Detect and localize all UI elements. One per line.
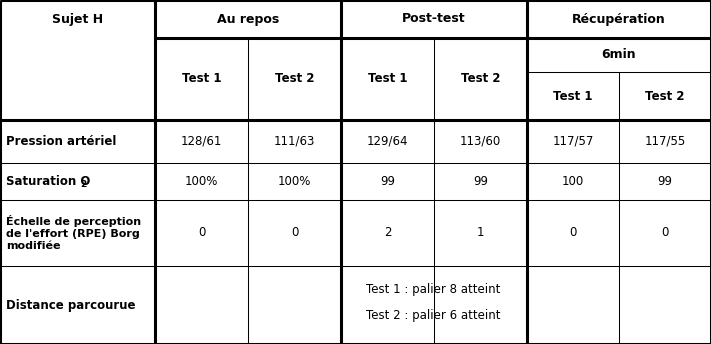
- Text: 128/61: 128/61: [181, 135, 222, 148]
- Text: Échelle de perception
de l'effort (RPE) Borg
modifiée: Échelle de perception de l'effort (RPE) …: [6, 215, 141, 250]
- Text: Sujet H: Sujet H: [52, 12, 103, 25]
- Text: 99: 99: [380, 175, 395, 188]
- Text: Pression artériel: Pression artériel: [6, 135, 117, 148]
- Text: 0: 0: [291, 226, 298, 239]
- Text: Test 2: Test 2: [646, 89, 685, 103]
- Text: 0: 0: [198, 226, 205, 239]
- Text: 1: 1: [477, 226, 484, 239]
- Text: 100: 100: [562, 175, 584, 188]
- Text: 100%: 100%: [278, 175, 311, 188]
- Text: Saturation O: Saturation O: [6, 175, 90, 188]
- Text: Test 1: Test 1: [553, 89, 593, 103]
- Text: Récupération: Récupération: [572, 12, 666, 25]
- Text: 100%: 100%: [185, 175, 218, 188]
- Text: 6min: 6min: [602, 49, 636, 62]
- Text: 129/64: 129/64: [367, 135, 408, 148]
- Text: Test 1 : palier 8 atteint: Test 1 : palier 8 atteint: [366, 283, 500, 297]
- Text: Post-test: Post-test: [402, 12, 466, 25]
- Text: 2: 2: [80, 180, 86, 189]
- Text: 99: 99: [658, 175, 673, 188]
- Text: Distance parcourue: Distance parcourue: [6, 299, 136, 312]
- Text: 117/55: 117/55: [644, 135, 685, 148]
- Text: 113/60: 113/60: [460, 135, 501, 148]
- Text: Test 2 : palier 6 atteint: Test 2 : palier 6 atteint: [365, 309, 501, 322]
- Text: 111/63: 111/63: [274, 135, 315, 148]
- Text: 2: 2: [384, 226, 391, 239]
- Text: Test 2: Test 2: [461, 73, 501, 86]
- Text: Au repos: Au repos: [217, 12, 279, 25]
- Text: Test 1: Test 1: [368, 73, 407, 86]
- Text: Test 1: Test 1: [182, 73, 221, 86]
- Text: 0: 0: [661, 226, 668, 239]
- Text: 117/57: 117/57: [552, 135, 594, 148]
- Text: Test 2: Test 2: [274, 73, 314, 86]
- Text: 0: 0: [570, 226, 577, 239]
- Text: 99: 99: [473, 175, 488, 188]
